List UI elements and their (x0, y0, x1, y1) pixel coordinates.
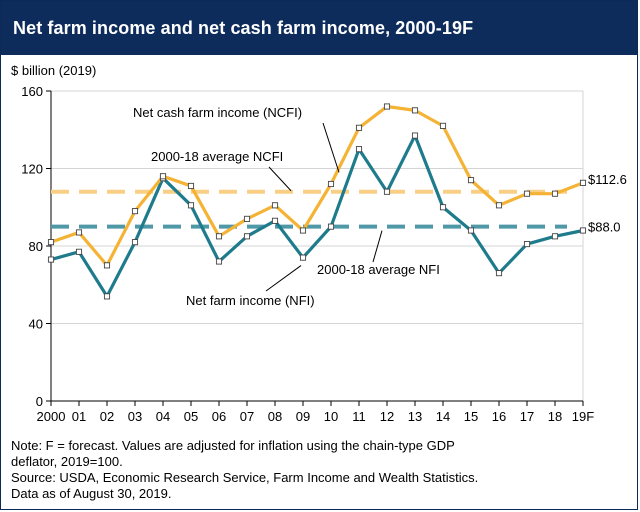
data-point-nfi (327, 223, 335, 230)
data-point-nfi (355, 146, 363, 153)
x-tick-label: 12 (380, 409, 394, 424)
x-tick-label: 16 (492, 409, 506, 424)
data-point-ncfi (355, 124, 363, 131)
leader-line (322, 122, 340, 173)
data-point-nfi (467, 227, 475, 234)
end-label-ncfi: $112.6 (588, 172, 627, 187)
data-point-nfi (47, 256, 55, 263)
data-point-ncfi (215, 233, 223, 240)
average-label-nfi: 2000-18 average NFI (317, 262, 440, 277)
x-tick-label: 14 (436, 409, 450, 424)
data-point-nfi (75, 248, 83, 255)
x-tick-label: 10 (324, 409, 338, 424)
x-tick-label: 02 (100, 409, 114, 424)
series-label-ncfi: Net cash farm income (NCFI) (133, 105, 302, 120)
data-point-nfi (243, 233, 251, 240)
chart-notes: Note: F = forecast. Values are adjusted … (11, 438, 631, 502)
source-line: Source: USDA, Economic Research Service,… (11, 470, 479, 485)
x-tick-label: 06 (212, 409, 226, 424)
data-point-nfi (523, 241, 531, 248)
note-line: deflator, 2019=100. (11, 454, 123, 469)
date-line: Data as of August 30, 2019. (11, 486, 172, 501)
data-point-nfi (187, 202, 195, 209)
data-point-nfi (439, 204, 447, 211)
y-axis-label: $ billion (2019) (11, 63, 97, 78)
data-point-ncfi (579, 179, 587, 186)
data-point-ncfi (551, 190, 559, 197)
data-point-ncfi (467, 177, 475, 184)
x-tick-label: 07 (240, 409, 254, 424)
data-point-ncfi (75, 229, 83, 236)
y-tick-label: 80 (29, 239, 43, 254)
data-point-ncfi (187, 182, 195, 189)
data-point-nfi (495, 270, 503, 277)
y-tick-label: 0 (36, 394, 43, 409)
x-tick-label: 11 (352, 409, 366, 424)
x-tick-label: 01 (72, 409, 86, 424)
data-point-ncfi (103, 262, 111, 269)
data-point-ncfi (243, 215, 251, 222)
leader-line (265, 265, 302, 292)
data-point-ncfi (47, 239, 55, 246)
data-point-nfi (579, 227, 587, 234)
data-point-nfi (551, 233, 559, 240)
title-bar: Net farm income and net cash farm income… (1, 1, 637, 55)
data-point-nfi (103, 293, 111, 300)
data-point-ncfi (131, 208, 139, 215)
y-tick-label: 40 (29, 317, 43, 332)
x-tick-label: 2000 (37, 409, 66, 424)
leader-line (372, 230, 383, 263)
series-line-nfi (50, 133, 584, 298)
data-point-ncfi (327, 180, 335, 188)
x-tick-label: 15 (464, 409, 478, 424)
data-point-nfi (215, 258, 223, 265)
x-tick-label: 09 (296, 409, 310, 424)
data-point-ncfi (271, 202, 279, 209)
data-point-ncfi (299, 227, 307, 234)
data-point-ncfi (159, 173, 167, 180)
x-tick-label: 05 (184, 409, 198, 424)
data-point-nfi (131, 239, 139, 246)
x-tick-label: 13 (408, 409, 422, 424)
end-label-nfi: $88.0 (588, 220, 621, 235)
data-point-nfi (271, 217, 279, 224)
data-point-ncfi (411, 107, 419, 114)
data-point-ncfi (383, 103, 391, 110)
y-tick-label: 160 (21, 84, 43, 99)
chart-title: Net farm income and net cash farm income… (13, 17, 474, 38)
average-label-ncfi: 2000-18 average NCFI (151, 149, 283, 164)
data-point-nfi (383, 188, 391, 195)
leader-line (268, 166, 292, 192)
x-tick-label: 18 (548, 409, 562, 424)
series-label-nfi: Net farm income (NFI) (186, 293, 315, 308)
note-line: Note: F = forecast. Values are adjusted … (11, 438, 455, 453)
x-tick-label: 17 (520, 409, 534, 424)
x-tick-label: 08 (268, 409, 282, 424)
x-tick-label: 04 (156, 409, 170, 424)
x-tick-label: 03 (128, 409, 142, 424)
series-line-ncfi (50, 104, 584, 267)
x-tick-label: 19F (572, 409, 594, 424)
y-tick-label: 120 (21, 162, 43, 177)
chart-area: 0 40 80 120 160 2000 01 02 03 04 05 06 07 08 09 10 11 12 1… (1, 55, 639, 435)
data-point-ncfi (523, 190, 531, 197)
data-point-nfi (411, 132, 419, 139)
line-chart: 0 40 80 120 160 2000 01 02 03 04 05 06 07 08 09 10 11 12 1… (21, 84, 627, 424)
data-point-ncfi (495, 202, 503, 209)
data-point-ncfi (439, 122, 447, 129)
data-point-nfi (299, 254, 307, 261)
